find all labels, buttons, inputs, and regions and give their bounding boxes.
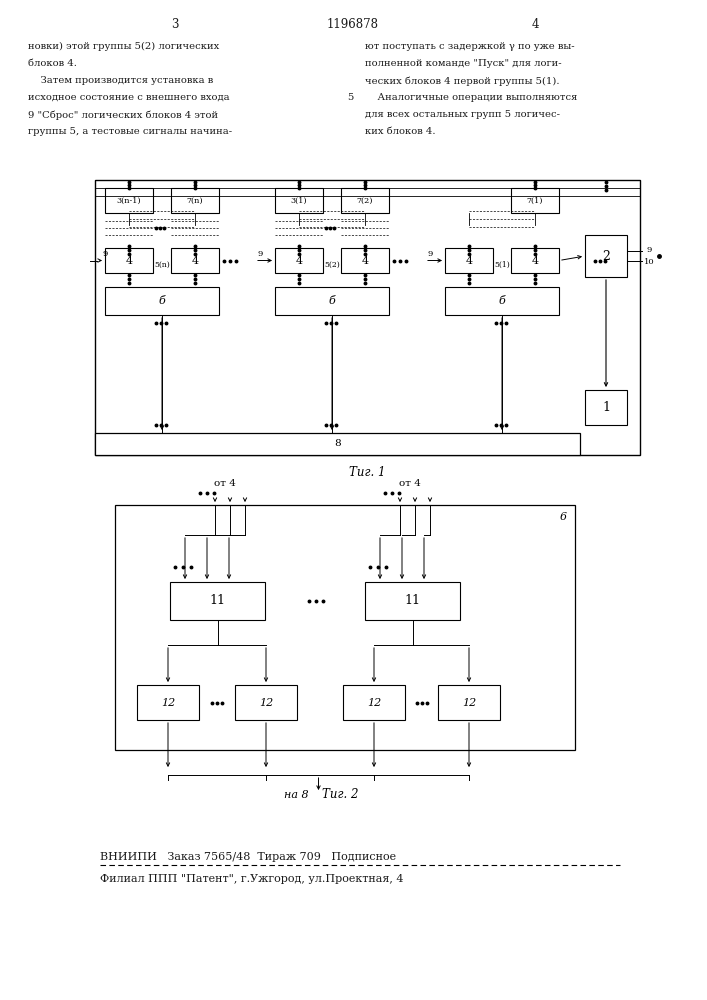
Text: 1196878: 1196878 [327,18,379,31]
Text: группы 5, а тестовые сигналы начина-: группы 5, а тестовые сигналы начина- [28,127,232,136]
Bar [171,188,219,213]
Text: 4: 4 [361,255,368,265]
Text: 4: 4 [125,255,133,265]
Text: 10: 10 [643,258,654,266]
Text: полненной команде "Пуск" для логи-: полненной команде "Пуск" для логи- [365,59,561,68]
Text: 4: 4 [532,255,539,265]
Bar [341,248,389,273]
Text: от 4: от 4 [399,479,421,488]
Text: 4: 4 [531,18,539,31]
Text: 1: 1 [602,401,610,414]
Bar [170,582,265,620]
Text: 8: 8 [334,440,341,448]
Bar [445,287,559,315]
Bar [171,248,219,273]
Text: б: б [498,296,506,306]
Text: 3(1): 3(1) [291,196,308,205]
Text: Аналогичные операции выполняются: Аналогичные операции выполняются [365,93,578,102]
Bar [438,685,500,720]
Text: 7(n): 7(n) [187,196,204,205]
Text: 6: 6 [559,512,566,522]
Text: б: б [329,296,335,306]
Bar [95,180,640,455]
Bar [105,248,153,273]
Bar [275,248,323,273]
Text: 2: 2 [602,249,610,262]
Text: ВНИИПИ   Заказ 7565/48  Тираж 709   Подписное: ВНИИПИ Заказ 7565/48 Тираж 709 Подписное [100,852,396,862]
Text: 3: 3 [171,18,179,31]
Text: на 8: на 8 [284,790,309,800]
Text: 9: 9 [103,250,107,258]
Text: 12: 12 [367,698,381,708]
Text: исходное состояние с внешнего входа: исходное состояние с внешнего входа [28,93,230,102]
Text: 4: 4 [465,255,472,265]
Bar [105,188,153,213]
Text: Τиг. 2: Τиг. 2 [322,788,358,802]
Text: новки) этой группы 5(2) логических: новки) этой группы 5(2) логических [28,42,219,51]
Text: 9: 9 [257,249,263,257]
Text: 5: 5 [347,93,354,102]
Text: блоков 4.: блоков 4. [28,59,77,68]
Text: 5(1): 5(1) [494,260,510,268]
Bar [105,287,219,315]
Text: 5(n): 5(n) [154,260,170,268]
Text: 7(2): 7(2) [357,196,373,205]
Text: 12: 12 [259,698,273,708]
Bar [585,390,627,425]
Text: 4: 4 [192,255,199,265]
Bar [275,188,323,213]
Text: 11: 11 [209,594,226,607]
Bar [137,685,199,720]
Bar [511,188,559,213]
Text: 4: 4 [296,255,303,265]
Text: Затем производится установка в: Затем производится установка в [28,76,214,85]
Text: для всех остальных групп 5 логичес-: для всех остальных групп 5 логичес- [365,110,560,119]
Text: 9 "Сброс" логических блоков 4 этой: 9 "Сброс" логических блоков 4 этой [28,110,218,119]
Bar [511,248,559,273]
Bar [585,235,627,277]
Text: б: б [158,296,165,306]
Bar [115,505,575,750]
Bar [95,433,580,455]
Text: ют поступать с задержкой γ по уже вы-: ют поступать с задержкой γ по уже вы- [365,42,575,51]
Text: 12: 12 [462,698,476,708]
Bar [275,287,389,315]
Text: 9: 9 [427,249,433,257]
Bar [341,188,389,213]
Text: Филиал ППП "Патент", г.Ужгород, ул.Проектная, 4: Филиал ППП "Патент", г.Ужгород, ул.Проек… [100,874,404,884]
Text: 3(n-1): 3(n-1) [117,196,141,205]
Text: 7(1): 7(1) [527,196,543,205]
Bar [445,248,493,273]
Text: 12: 12 [161,698,175,708]
Text: 9: 9 [646,246,652,254]
Text: Τиг. 1: Τиг. 1 [349,466,386,480]
Text: от 4: от 4 [214,479,236,488]
Bar [365,582,460,620]
Text: ких блоков 4.: ких блоков 4. [365,127,436,136]
Bar [343,685,405,720]
Text: 5(2): 5(2) [324,260,340,268]
Bar [235,685,297,720]
Text: ческих блоков 4 первой группы 5(1).: ческих блоков 4 первой группы 5(1). [365,76,559,86]
Text: 11: 11 [404,594,421,607]
